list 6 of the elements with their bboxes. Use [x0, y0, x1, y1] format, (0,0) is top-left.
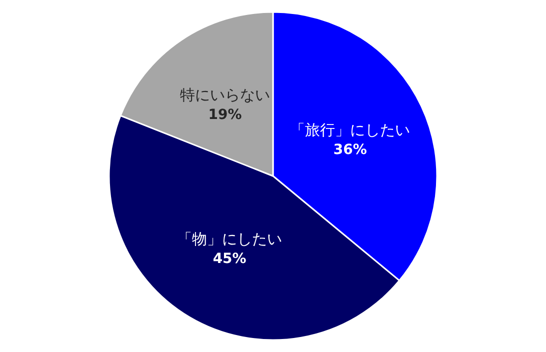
data-label: 19% [207, 106, 243, 126]
slice-label: 「物」にしたい [177, 230, 282, 248]
data-label: 45% [212, 250, 248, 270]
slice-label: 特にいらない [180, 86, 270, 104]
slice-label: 「旅行」にしたい [290, 120, 410, 139]
data-label: 36% [332, 140, 368, 160]
